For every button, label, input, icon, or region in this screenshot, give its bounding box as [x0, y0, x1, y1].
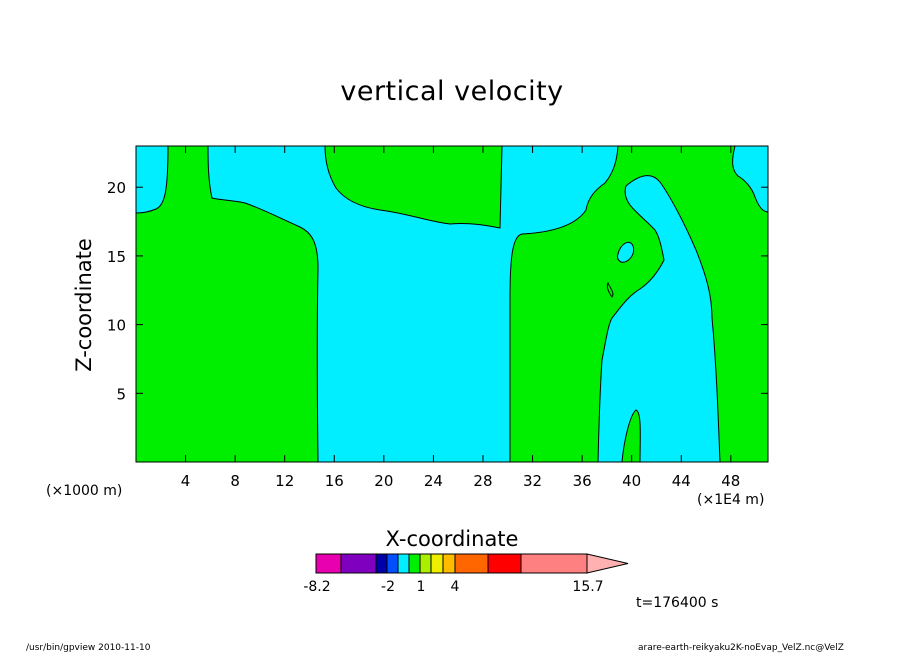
x-axis-label: X-coordinate — [385, 527, 519, 551]
negative-region-center — [207, 145, 619, 463]
negative-region-top-right — [732, 145, 769, 213]
x-tick-label: 24 — [424, 472, 443, 490]
colorbar-swatch — [375, 553, 388, 574]
x-tick-label: 48 — [721, 472, 740, 490]
x-tick-label: 28 — [473, 472, 492, 490]
negative-regions — [135, 145, 769, 463]
colorbar-swatch — [408, 553, 421, 574]
x-axis-ticks: 4 8 12 16 20 24 28 32 36 40 44 48 — [181, 146, 740, 490]
x-tick-label: 4 — [181, 472, 191, 490]
colorbar-label: 15.7 — [572, 579, 603, 595]
x-unit-left: (×1000 m) — [46, 483, 123, 499]
y-tick-label: 15 — [107, 248, 126, 266]
colorbar-label: 1 — [417, 579, 426, 595]
y-tick-label: 10 — [107, 317, 126, 335]
colorbar-swatch — [430, 553, 444, 574]
colorbar-swatch — [520, 553, 588, 574]
y-tick-label: 5 — [116, 385, 126, 403]
x-tick-label: 12 — [275, 472, 294, 490]
colorbar-swatch — [454, 553, 489, 574]
colorbar-label: 4 — [451, 579, 460, 595]
y-tick-label: 20 — [107, 179, 126, 197]
colorbar: -8.2 -2 1 4 15.7 — [303, 553, 629, 595]
x-tick-label: 20 — [374, 472, 393, 490]
x-tick-label: 8 — [230, 472, 240, 490]
colorbar-arrow — [586, 553, 629, 574]
negative-region-bubble — [616, 241, 635, 263]
x-tick-label: 32 — [523, 472, 542, 490]
colorbar-swatch — [386, 553, 399, 574]
x-tick-label: 16 — [325, 472, 344, 490]
plot-frame — [135, 145, 769, 463]
x-unit-right: (×1E4 m) — [697, 492, 765, 508]
colorbar-swatch — [315, 553, 342, 574]
x-tick-label: 40 — [622, 472, 641, 490]
x-tick-label: 36 — [573, 472, 592, 490]
positive-region-lower — [621, 409, 641, 463]
colorbar-swatch — [397, 553, 410, 574]
chart-title: vertical velocity — [340, 76, 564, 107]
x-tick-label: 44 — [672, 472, 691, 490]
positive-islands — [606, 281, 641, 463]
footer-command: /usr/bin/gpview 2010-11-10 — [26, 643, 151, 653]
negative-region-top-left — [135, 145, 169, 214]
positive-region-small — [606, 281, 614, 298]
negative-region-right — [597, 175, 721, 463]
colorbar-swatch — [487, 553, 522, 574]
colorbar-label: -8.2 — [303, 579, 330, 595]
colorbar-swatch — [419, 553, 432, 574]
colorbar-label: -2 — [381, 579, 395, 595]
colorbar-swatch — [442, 553, 456, 574]
colorbar-swatch — [340, 553, 377, 574]
time-label: t=176400 s — [636, 595, 719, 611]
y-axis-ticks: 5 10 15 20 — [107, 179, 768, 403]
footer-filename: arare-earth-reikyaku2K-noEvap_VelZ.nc@Ve… — [638, 643, 844, 653]
